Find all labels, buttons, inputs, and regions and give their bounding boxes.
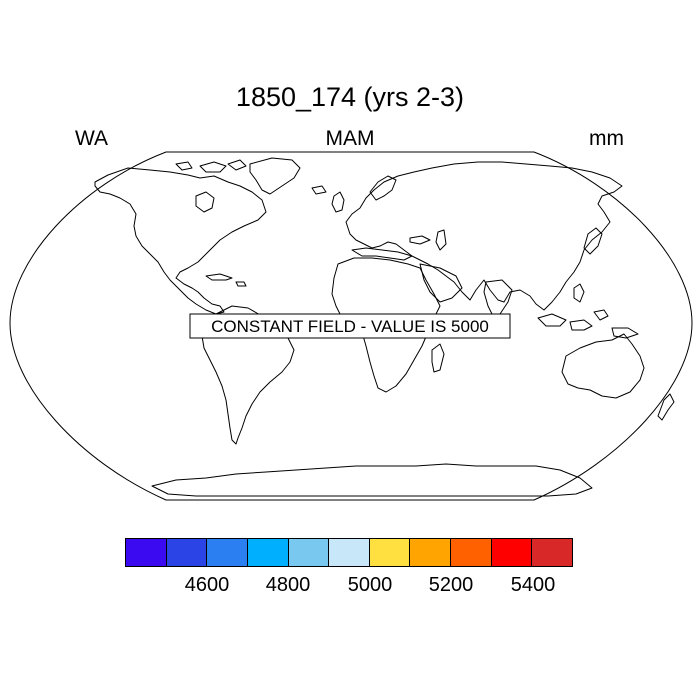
center-string: MAM: [325, 127, 375, 150]
indonesia: [537, 309, 639, 339]
mediterranean: [351, 247, 413, 261]
antarctica-coast: [151, 463, 593, 497]
madagascar: [431, 343, 445, 373]
constant-field-box: [189, 313, 511, 339]
arabia: [419, 263, 463, 303]
colorbar-swatch: [532, 539, 573, 566]
constant-field-label: CONSTANT FIELD - VALUE IS 5000: [211, 317, 489, 336]
japan: [583, 227, 603, 255]
colorbar-swatch: [288, 539, 330, 566]
caspian-sea: [435, 229, 447, 251]
colorbar-swatch: [166, 539, 208, 566]
colorbar-tick-label: 5400: [510, 574, 556, 596]
arctic-islands: [175, 159, 247, 173]
colorbar-tick-label: 4800: [265, 574, 311, 596]
colorbar-swatch: [329, 539, 370, 566]
colorbar-swatch: [491, 539, 533, 566]
colorbar-tick-label: 5200: [428, 574, 474, 596]
colorbar-swatch: [410, 539, 452, 566]
great-britain: [331, 191, 345, 213]
australia-coast: [561, 333, 645, 399]
philippines: [573, 283, 585, 303]
colorbar-swatch: [126, 539, 167, 566]
scandinavia: [369, 175, 397, 201]
north-america-coast: [94, 167, 267, 315]
colorbar-swatch: [207, 539, 248, 566]
colorbar-tick-label: 4600: [184, 574, 230, 596]
right-string: mm: [589, 127, 624, 150]
greenland: [249, 157, 301, 195]
colorbar: [125, 538, 573, 567]
new-zealand: [657, 393, 675, 421]
left-string: WA: [75, 127, 109, 150]
black-sea: [409, 235, 431, 245]
colorbar-tick-label: 5000: [347, 574, 393, 596]
hudson-bay: [195, 191, 215, 213]
colorbar-swatch: [451, 539, 492, 566]
iceland: [311, 185, 327, 195]
caribbean: [205, 273, 247, 287]
colorbar-swatch: [247, 539, 289, 566]
colorbar-swatch: [369, 539, 411, 566]
plot-title: 1850_174 (yrs 2-3): [235, 82, 465, 112]
eurasia-coast: [345, 161, 623, 311]
